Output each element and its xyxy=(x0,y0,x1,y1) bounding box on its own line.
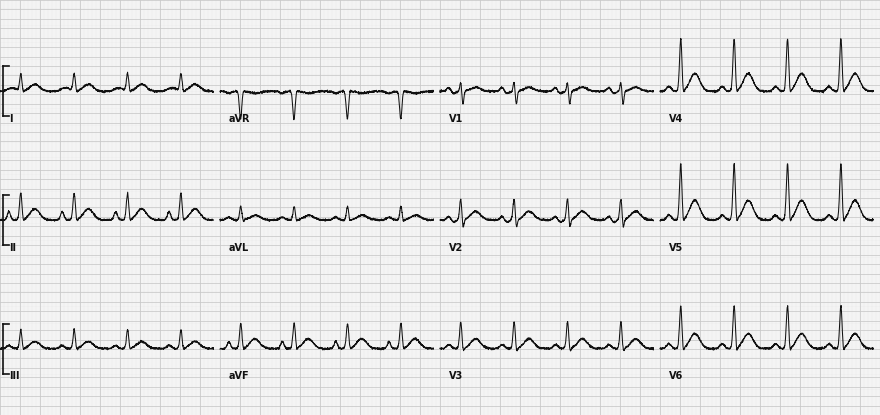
Text: V2: V2 xyxy=(449,243,463,253)
Text: II: II xyxy=(9,243,16,253)
Text: aVR: aVR xyxy=(229,114,250,124)
Text: V6: V6 xyxy=(669,371,683,381)
Text: aVF: aVF xyxy=(229,371,249,381)
Text: aVL: aVL xyxy=(229,243,249,253)
Text: I: I xyxy=(9,114,12,124)
Text: V1: V1 xyxy=(449,114,463,124)
Text: V4: V4 xyxy=(669,114,683,124)
Text: V5: V5 xyxy=(669,243,683,253)
Text: V3: V3 xyxy=(449,371,463,381)
Text: III: III xyxy=(9,371,19,381)
